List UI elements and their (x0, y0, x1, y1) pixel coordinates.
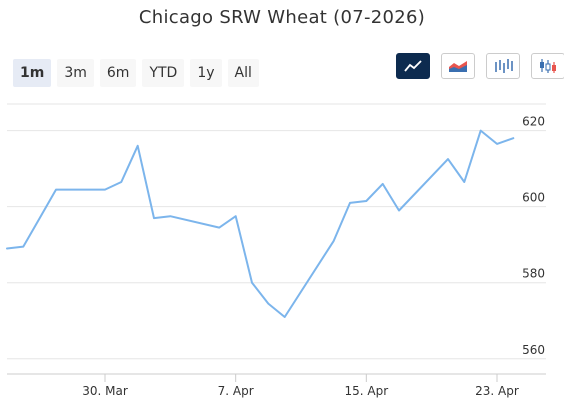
data-point-18[interactable] (395, 207, 403, 215)
data-point-9[interactable] (215, 224, 223, 232)
grid-lines (7, 130, 546, 360)
chart-title: Chicago SRW Wheat (07-2026) (138, 7, 426, 28)
data-point-16[interactable] (362, 197, 370, 205)
y-axis-labels: 560 580 600 620 (522, 115, 545, 357)
range-selector: 1m 3m 6m YTD 1y All (13, 59, 265, 87)
range-button-all[interactable]: All (227, 59, 259, 87)
x-axis-labels: 30. Mar 7. Apr 15. Apr 23. Apr (82, 384, 519, 398)
data-point-4[interactable] (101, 186, 109, 194)
x-tick-label-2: 15. Apr (344, 384, 388, 398)
series-group (3, 127, 517, 321)
data-point-7[interactable] (150, 214, 158, 222)
ohlc-chart-button[interactable] (486, 53, 520, 79)
data-point-13[interactable] (281, 313, 289, 321)
series-line-0 (6, 129, 515, 318)
y-tick-label-600: 600 (522, 191, 545, 205)
data-point-11[interactable] (248, 279, 256, 287)
range-button-6m[interactable]: 6m (99, 59, 137, 87)
line-chart-button[interactable] (396, 53, 430, 79)
range-button-ytd[interactable]: YTD (142, 59, 185, 87)
y-tick-label-620: 620 (522, 115, 545, 129)
data-point-3[interactable] (52, 186, 60, 194)
range-button-3m[interactable]: 3m (57, 59, 94, 87)
data-point-6[interactable] (134, 142, 142, 150)
data-point-15[interactable] (346, 199, 354, 207)
data-point-10[interactable] (232, 212, 240, 220)
line-chart-icon (404, 60, 422, 72)
x-tick-label-1: 7. Apr (218, 384, 254, 398)
data-point-20[interactable] (460, 178, 468, 186)
candlestick-chart-icon (540, 59, 556, 73)
data-point-17[interactable] (379, 180, 387, 188)
data-point-8[interactable] (166, 212, 174, 220)
data-point-12[interactable] (264, 300, 272, 308)
data-point-21[interactable] (477, 127, 485, 135)
range-button-1m[interactable]: 1m (13, 59, 52, 87)
data-point-19[interactable] (444, 155, 452, 163)
data-point-1[interactable] (19, 243, 27, 251)
y-tick-label-580: 580 (522, 267, 545, 281)
area-chart-button[interactable] (441, 53, 475, 79)
data-point-22[interactable] (493, 140, 501, 148)
ohlc-chart-icon (495, 59, 513, 73)
range-button-1y[interactable]: 1y (190, 59, 222, 87)
area-chart-icon (449, 61, 467, 72)
chart-type-selector (396, 53, 564, 79)
data-point-0[interactable] (3, 245, 11, 253)
data-point-23[interactable] (509, 134, 517, 142)
candlestick-chart-button[interactable] (531, 53, 564, 79)
x-tick-label-0: 30. Mar (82, 384, 128, 398)
y-tick-label-560: 560 (522, 343, 545, 357)
data-point-2[interactable] (36, 214, 44, 222)
data-point-14[interactable] (330, 237, 338, 245)
x-axis-ticks (104, 374, 498, 382)
data-point-5[interactable] (117, 178, 125, 186)
x-tick-label-3: 23. Apr (475, 384, 519, 398)
